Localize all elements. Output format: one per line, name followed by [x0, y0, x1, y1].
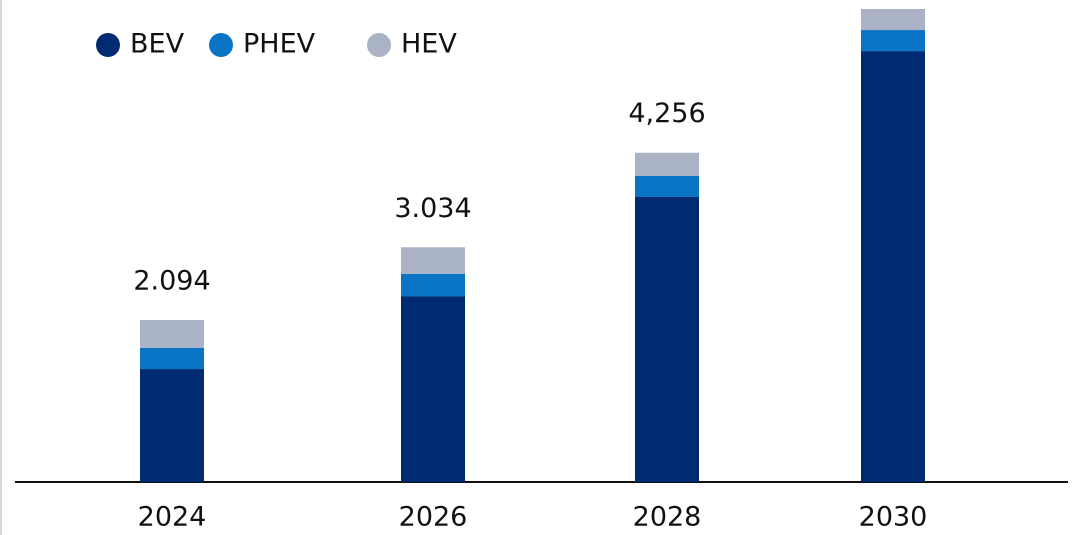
- x-tick-label: 2024: [138, 502, 207, 533]
- total-label: 3.034: [394, 193, 471, 224]
- total-label: 2.094: [133, 266, 210, 297]
- legend-label: HEV: [401, 29, 457, 60]
- bar-segment: [140, 348, 204, 370]
- legend-label: PHEV: [243, 29, 316, 60]
- legend-swatch: [96, 33, 120, 57]
- bar-segment: [861, 30, 925, 52]
- total-label: 4,256: [628, 98, 705, 129]
- bar-segment: [401, 273, 465, 297]
- bar-segment: [861, 51, 925, 483]
- bar-segment: [140, 320, 204, 349]
- bar-segment: [401, 247, 465, 274]
- bar-segment: [635, 175, 699, 197]
- bar-segment: [140, 369, 204, 482]
- legend-label: BEV: [130, 29, 185, 60]
- bar-segment: [401, 296, 465, 482]
- left-border: [0, 0, 2, 535]
- bar-segment: [635, 196, 699, 482]
- x-tick-label: 2028: [633, 502, 702, 533]
- legend-swatch: [209, 33, 233, 57]
- legend-swatch: [367, 33, 391, 57]
- x-tick-label: 2026: [399, 502, 468, 533]
- bar-segment: [861, 9, 925, 31]
- bar-segment: [635, 152, 699, 176]
- x-tick-label: 2030: [859, 502, 928, 533]
